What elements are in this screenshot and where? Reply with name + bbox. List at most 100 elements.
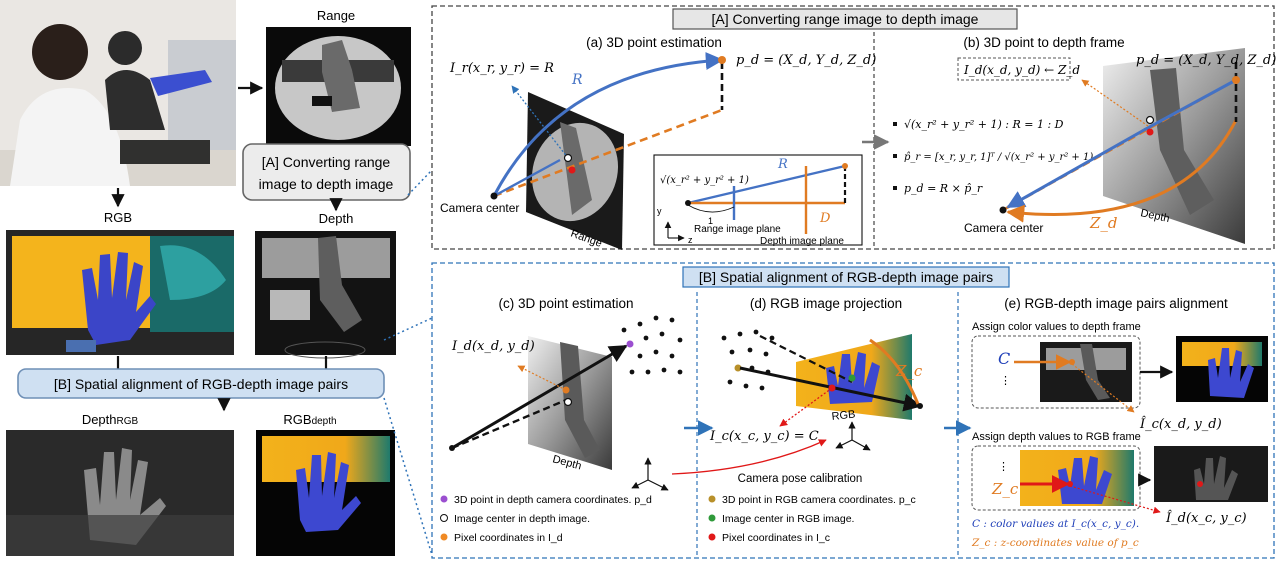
c-id-pointer <box>517 365 567 391</box>
d-legend-2: Image center in RGB image. <box>722 513 854 525</box>
e-zc-small: Z_c <box>991 480 1019 498</box>
callout-a-line1: [A] Converting range <box>262 154 391 170</box>
d-axes <box>835 421 871 451</box>
d-ic-expr: I_c(x_c, y_c) = C <box>709 429 819 444</box>
callout-a-line2: image to depth image <box>259 176 394 192</box>
a-inset: y z √(x_r² + y_r² + 1) R D 1 Range image… <box>653 154 863 247</box>
a-ir-expr: I_r(x_r, y_r) = R <box>449 61 554 76</box>
assign-color-label: Assign color values to depth frame <box>972 321 1141 333</box>
connector-b-bottom <box>383 397 433 556</box>
photo-person <box>0 0 236 186</box>
rgbdepth-image <box>256 430 395 556</box>
d-legend-3: Pixel coordinates in I_c <box>722 532 830 544</box>
a-ir-pointer <box>511 85 569 159</box>
b-ray-lower <box>1006 128 1145 209</box>
d-legend: 3D point in RGB camera coordinates. p_c … <box>708 494 916 544</box>
e-dots-2: ⋮ <box>998 461 1009 473</box>
inset-z: z <box>688 235 693 245</box>
e-colored-depth-thumb <box>1176 336 1268 402</box>
inset-sqrt: √(x_r² + y_r² + 1) <box>660 175 749 186</box>
c-legend-3: Pixel coordinates in I_d <box>454 532 563 544</box>
range-label: Range <box>317 8 355 23</box>
equation-3: p_d = R × p̂_r <box>904 182 983 195</box>
e-dots-1: ⋮ <box>1000 375 1011 387</box>
panel-a-title: [A] Converting range image to depth imag… <box>672 8 1018 30</box>
callout-b-box: [B] Spatial alignment of RGB-depth image… <box>17 368 385 399</box>
note-zc: Z_c : z-coordinates value of p_c <box>971 537 1139 549</box>
d-legend-1: 3D point in RGB camera coordinates. p_c <box>722 494 916 506</box>
inset-depth-plane-label: Depth image plane <box>760 236 844 247</box>
range-image <box>266 27 411 146</box>
panel-b-title: [B] Spatial alignment of RGB-depth image… <box>682 266 1010 288</box>
depthrgb-sub: RGB <box>117 416 139 427</box>
note-c: C : color values at I_c(x_c, y_c). <box>972 518 1139 530</box>
a-r-label: R <box>571 72 583 88</box>
e-rgb-thumb <box>1020 450 1134 506</box>
inset-range-plane-label: Range image plane <box>694 224 781 235</box>
panel-a-title-text: [A] Converting range image to depth imag… <box>712 11 979 27</box>
d-subtitle: (d) RGB image projection <box>750 296 902 311</box>
b-camera-center: Camera center <box>964 221 1043 235</box>
e-ic-pointer <box>1071 363 1135 413</box>
depth-image <box>255 231 396 359</box>
connector-b-top <box>383 317 433 341</box>
depthrgb-image <box>6 430 234 556</box>
callout-a-box: [A] Converting range image to depth imag… <box>242 143 411 201</box>
b-pd-expr: p_d = (X_d, Y_d, Z_d) <box>1136 53 1276 68</box>
a-camera-center: Camera center <box>440 201 519 215</box>
b-arc-zd <box>1006 119 1238 223</box>
inset-r-line <box>687 164 846 205</box>
inset-one: 1 <box>708 216 713 226</box>
c-axes <box>631 457 669 491</box>
d-ray-dash <box>759 335 853 383</box>
equation-2: p̂_r = [x_r, y_r, 1]ᵀ / √(x_r² + y_r² + … <box>904 152 1093 163</box>
c-ray-dash <box>451 398 567 450</box>
d-zc: Z_c <box>895 362 923 380</box>
b-depth-slab <box>1103 48 1245 244</box>
panel-b-title-text: [B] Spatial alignment of RGB-depth image… <box>699 269 993 285</box>
c-ray-solid <box>451 344 628 450</box>
depthrgb-label: DepthRGB <box>82 412 139 427</box>
callout-b-text: [B] Spatial alignment of RGB-depth image… <box>54 376 348 392</box>
rgbdepth-label: RGBdepth <box>283 412 336 427</box>
rgbdepth-sub: depth <box>312 416 337 427</box>
assign-depth-label: Assign depth values to RGB frame <box>972 431 1141 443</box>
a-pixel-dot <box>568 166 576 174</box>
rgbdepth-main: RGB <box>283 412 311 427</box>
c-legend: 3D point in depth camera coordinates. p_… <box>440 494 652 544</box>
c-legend-1: 3D point in depth camera coordinates. p_… <box>454 494 652 506</box>
panel-a-frame <box>431 5 1275 250</box>
rgb-image <box>6 230 234 355</box>
a-center-dot <box>563 153 573 163</box>
a-pd-expr: p_d = (X_d, Y_d, Z_d) <box>736 53 876 68</box>
e-depth-thumb <box>1040 342 1132 402</box>
e-c-big: C <box>998 349 1010 368</box>
e-depth-rgb-thumb <box>1154 446 1268 502</box>
b-subtitle: (b) 3D point to depth frame <box>963 35 1124 50</box>
b-id-box: I_d(x_d, y_d) ← Z_d <box>957 57 1080 81</box>
inset-r: R <box>777 157 788 172</box>
d-point-cloud <box>721 329 775 391</box>
equation-1: √(x_r² + y_r² + 1) : R = 1 : D <box>904 118 1064 131</box>
depthrgb-main: Depth <box>82 412 117 427</box>
e-subtitle: (e) RGB-depth image pairs alignment <box>1004 296 1228 311</box>
equations: √(x_r² + y_r² + 1) : R = 1 : D p̂_r = [x… <box>893 118 1093 195</box>
a-range-ray <box>493 158 561 198</box>
b-depth-caption: Depth <box>1139 207 1170 225</box>
c-id-expr: I_d(x_d, y_d) <box>451 339 535 354</box>
calib-arrow <box>671 439 827 475</box>
e-id-hat: Î_d(x_c, y_c) <box>1165 510 1247 526</box>
b-zd: Z_d <box>1089 214 1118 232</box>
a-arc-r <box>492 52 724 197</box>
d-ic-pointer <box>779 387 833 427</box>
depth-label: Depth <box>319 211 354 226</box>
a-pd-dot <box>718 56 726 64</box>
d-arc-zc <box>869 338 920 405</box>
b-id-expr: I_d(x_d, y_d) ← Z_d <box>963 63 1080 77</box>
a-depth-ray <box>493 108 723 198</box>
c-legend-2: Image center in depth image. <box>454 513 590 525</box>
panel-b-frame <box>431 262 1275 559</box>
calib-label: Camera pose calibration <box>738 473 863 485</box>
